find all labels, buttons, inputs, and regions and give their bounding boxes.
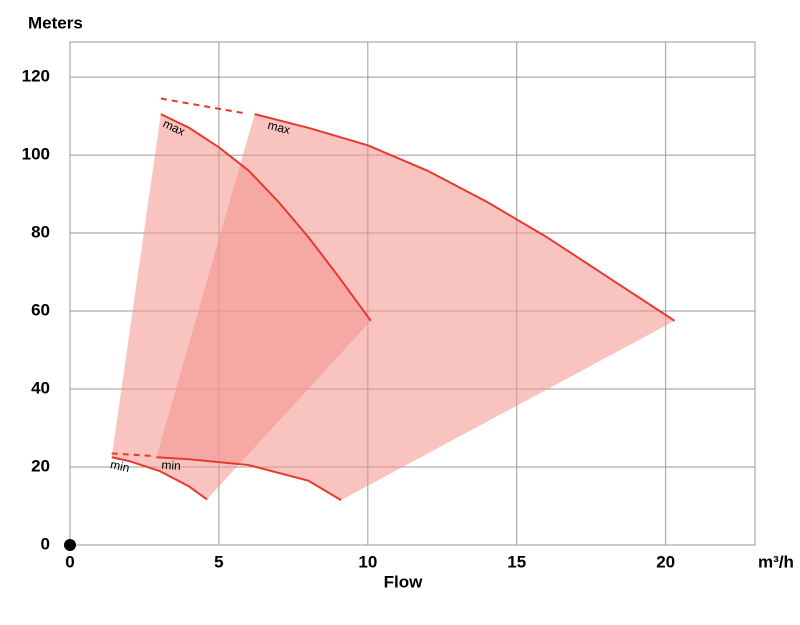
- curve-label: min: [161, 458, 181, 473]
- origin-dot: [64, 539, 76, 551]
- y-tick-label: 120: [22, 67, 50, 86]
- x-tick-label: 10: [358, 552, 377, 571]
- x-tick-label: 20: [656, 552, 675, 571]
- min-curve: [111, 456, 208, 501]
- y-tick-label: 100: [22, 145, 50, 164]
- x-axis-unit: m³/h: [758, 552, 794, 571]
- y-axis-label: Meters: [28, 13, 83, 32]
- x-tick-label: 0: [65, 552, 74, 571]
- curve-label: min: [109, 457, 131, 475]
- y-tick-label: 60: [31, 301, 50, 320]
- y-tick-label: 80: [31, 223, 50, 242]
- x-axis-label: Flow: [384, 572, 423, 591]
- dashed-link: [160, 97, 243, 114]
- max-curve: [160, 113, 372, 322]
- y-tick-label: 20: [31, 456, 50, 475]
- min-curve: [156, 456, 342, 502]
- max-curve: [254, 113, 676, 322]
- dashed-link: [111, 452, 154, 458]
- curve-label: max: [266, 118, 291, 137]
- y-tick-label: 0: [41, 534, 50, 553]
- y-tick-label: 40: [31, 379, 50, 398]
- x-tick-label: 15: [507, 552, 526, 571]
- x-tick-label: 5: [214, 552, 223, 571]
